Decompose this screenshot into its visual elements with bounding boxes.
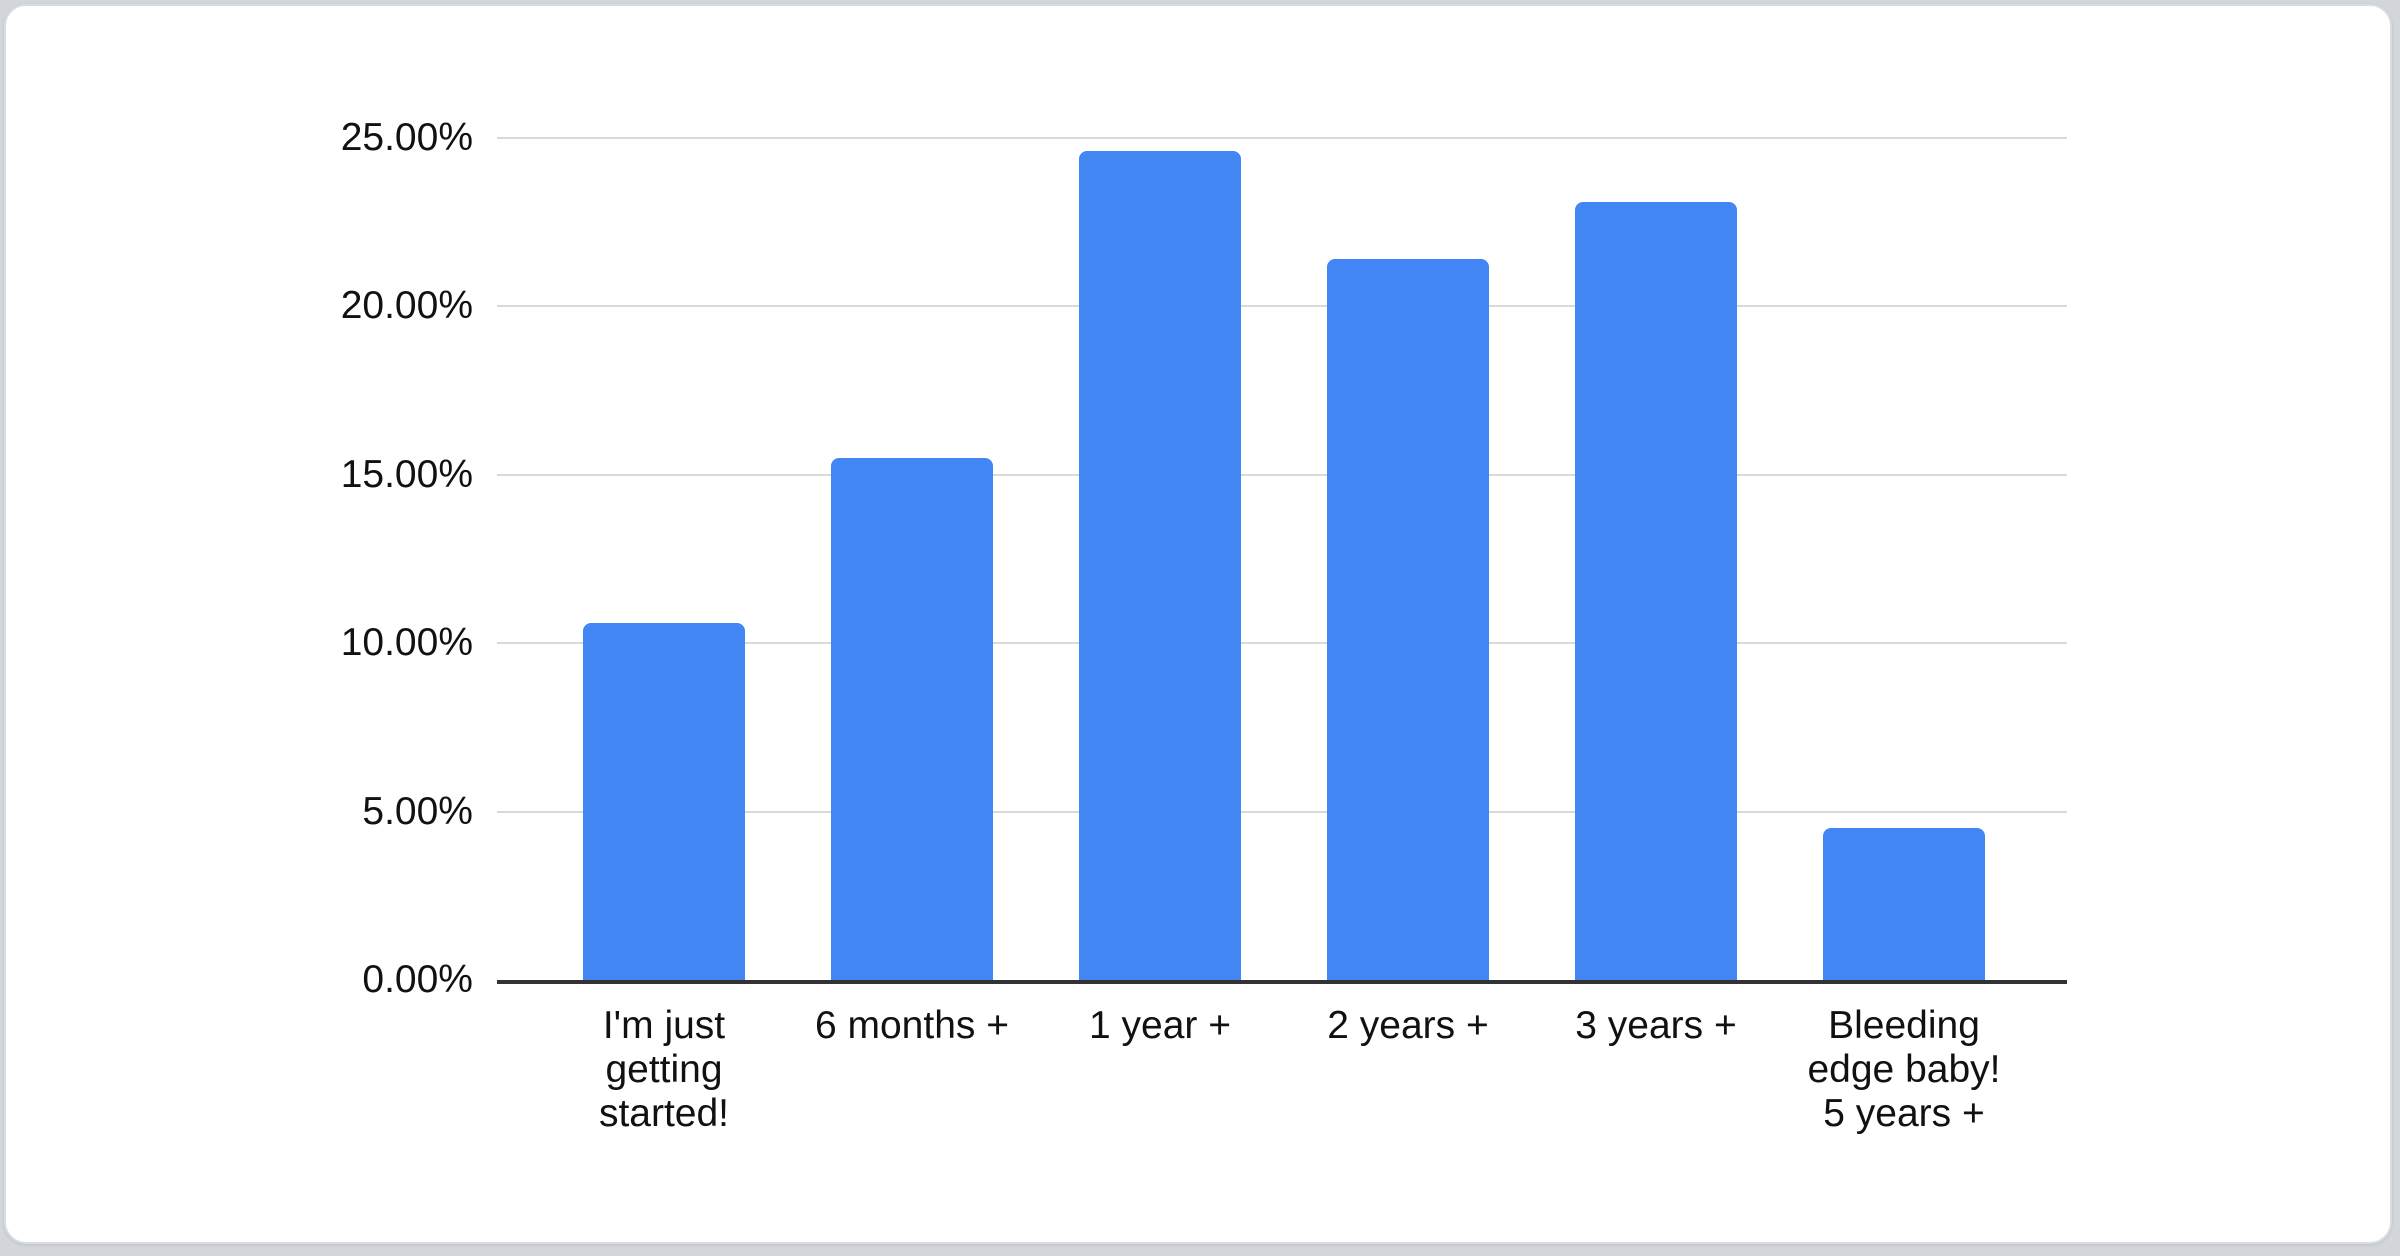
bar-Bleeding edge baby! 5 years +: [1823, 828, 1985, 980]
y-axis-tick-label: 20.00%: [340, 284, 473, 328]
y-axis-tick-label: 0.00%: [362, 958, 473, 1001]
gridline-20.00%: [497, 305, 2067, 308]
y-axis-tick-label: 15.00%: [340, 452, 473, 496]
bar-3 years +: [1575, 201, 1737, 980]
gridline-10.00%: [497, 642, 2067, 645]
x-axis-line: [497, 980, 2067, 984]
y-axis-tick-label: 10.00%: [340, 621, 473, 665]
y-axis-tick-label: 25.00%: [340, 116, 473, 159]
x-axis-tick-label: I'm just getting started!: [598, 1004, 730, 1135]
bar-2 years +: [1327, 259, 1489, 980]
x-axis-tick-label: Bleeding edge baby! 5 years +: [1807, 1004, 2001, 1135]
y-axis-tick-label: 5.00%: [362, 789, 473, 833]
x-axis-tick-label: 6 months +: [814, 1004, 1010, 1047]
gridline-5.00%: [497, 810, 2067, 813]
bar-6 months +: [831, 457, 993, 980]
x-axis-tick-label: 1 year +: [1088, 1004, 1231, 1047]
x-axis-tick-label: 2 years +: [1327, 1004, 1489, 1047]
x-axis-tick-label: 3 years +: [1575, 1004, 1737, 1047]
gridline-15.00%: [497, 473, 2067, 476]
bar-I'm just getting started!: [583, 622, 745, 980]
bar-1 year +: [1079, 151, 1241, 980]
gridline-25.00%: [497, 137, 2067, 139]
